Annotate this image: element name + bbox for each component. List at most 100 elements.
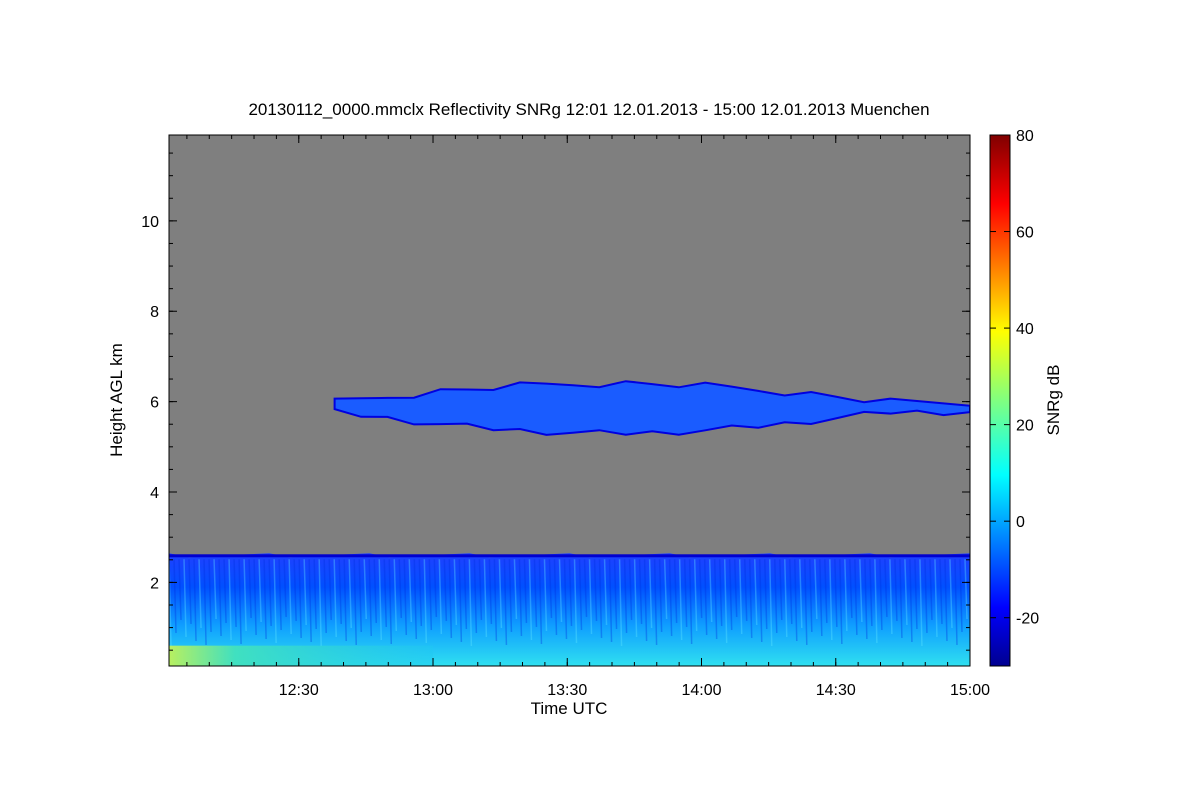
plot-frame	[168, 134, 971, 667]
echo-streak	[368, 559, 372, 637]
echo-streak	[874, 559, 878, 644]
echo-streak	[633, 559, 638, 638]
echo-streak	[233, 559, 237, 628]
echo-streak	[253, 559, 257, 636]
echo-streak	[198, 559, 202, 629]
echo-streak	[183, 559, 187, 638]
y-axis: 2 4 6 8 10	[141, 152, 970, 651]
echo-streak	[458, 559, 463, 643]
colorbar: -20 0 20 40 60 80 SNRg dB	[989, 128, 1063, 667]
echo-streak	[563, 559, 568, 640]
echo-streak	[213, 559, 217, 620]
echo-streak	[944, 559, 948, 642]
echo-streak	[603, 559, 608, 626]
echo-streak	[844, 559, 848, 632]
echo-streak	[493, 559, 498, 642]
echo-streak	[173, 559, 177, 634]
echo-streak	[628, 559, 633, 621]
echo-streak	[894, 559, 898, 622]
echo-streak	[308, 559, 312, 643]
echo-surface	[169, 645, 434, 666]
echo-streak	[543, 559, 548, 632]
echo-streak	[428, 559, 433, 631]
echo-streak	[964, 559, 968, 620]
echo-streak	[383, 559, 388, 628]
y-tick-label: 6	[150, 395, 159, 412]
echo-streak	[593, 559, 598, 622]
echo-streak	[613, 559, 618, 630]
echo-streak	[298, 559, 302, 639]
echo-streak	[588, 559, 593, 635]
echo-streak	[518, 559, 523, 637]
echo-streak	[779, 559, 783, 621]
echo-features	[169, 380, 970, 666]
echo-streak	[328, 559, 332, 621]
echo-streak	[683, 559, 688, 628]
echo-streak	[528, 559, 533, 641]
echo-streak	[889, 559, 893, 635]
echo-streak	[438, 559, 443, 635]
echo-streak	[443, 559, 448, 622]
colorbar-tick-label: 40	[1016, 321, 1034, 338]
echo-streak	[934, 559, 938, 638]
echo-streak	[869, 559, 873, 627]
colorbar-tick-label: -20	[1016, 611, 1039, 628]
echo-low-cloud-top-edge	[169, 554, 970, 558]
echo-streak	[638, 559, 643, 625]
colorbar-tick-label: 60	[1016, 225, 1034, 242]
echo-streak	[378, 559, 383, 641]
y-tick-label: 2	[150, 575, 159, 592]
echo-streak	[859, 559, 863, 623]
echo-streak	[814, 559, 818, 620]
colorbar-tick-label: 0	[1016, 514, 1025, 531]
colorbar-tick-label: 80	[1016, 128, 1034, 145]
echo-streak	[373, 559, 378, 624]
echo-streak	[799, 559, 803, 629]
echo-streak	[598, 559, 603, 639]
x-tick-label: 15:00	[950, 682, 990, 699]
echo-streak	[488, 559, 493, 625]
echo-streak	[338, 559, 342, 625]
echo-streak	[698, 559, 703, 619]
echo-streak	[203, 559, 207, 646]
echo-streak	[884, 559, 888, 618]
echo-streak	[468, 559, 473, 647]
echo-streak	[218, 559, 222, 637]
colorbar-tick-label: 20	[1016, 418, 1034, 435]
echo-streak	[523, 559, 528, 624]
plot-area	[169, 135, 970, 666]
echo-streak	[418, 559, 423, 627]
echo-streak	[583, 559, 588, 618]
echo-streak	[849, 559, 853, 619]
echo-streak	[658, 559, 663, 633]
x-tick-label: 14:30	[816, 682, 856, 699]
echo-streak	[648, 559, 653, 629]
echo-streak	[568, 559, 573, 627]
echo-streak	[708, 559, 713, 623]
echo-streak	[784, 559, 788, 638]
echo-streak	[748, 559, 753, 639]
echo-streak	[453, 559, 458, 626]
echo-streak	[653, 559, 658, 646]
echo-streak	[448, 559, 453, 639]
echo-streak	[688, 559, 693, 645]
echo-streak	[473, 559, 478, 634]
echo-streak	[228, 559, 232, 641]
echo-streak	[789, 559, 793, 625]
echo-streak	[914, 559, 918, 630]
echo-streak	[909, 559, 913, 643]
echo-streak	[949, 559, 953, 629]
echo-streak	[243, 559, 247, 632]
echo-streak	[578, 559, 583, 631]
echo-streak	[358, 559, 362, 633]
echo-streak	[753, 559, 758, 626]
echo-streak	[278, 559, 282, 631]
echo-streak	[288, 559, 292, 635]
echo-streak	[303, 559, 307, 626]
echo-streak	[954, 559, 958, 646]
echo-streak	[769, 559, 773, 647]
colorbar-ticks: -20 0 20 40 60 80	[990, 128, 1039, 628]
y-tick-label: 8	[150, 304, 159, 321]
echo-streak	[263, 559, 267, 640]
